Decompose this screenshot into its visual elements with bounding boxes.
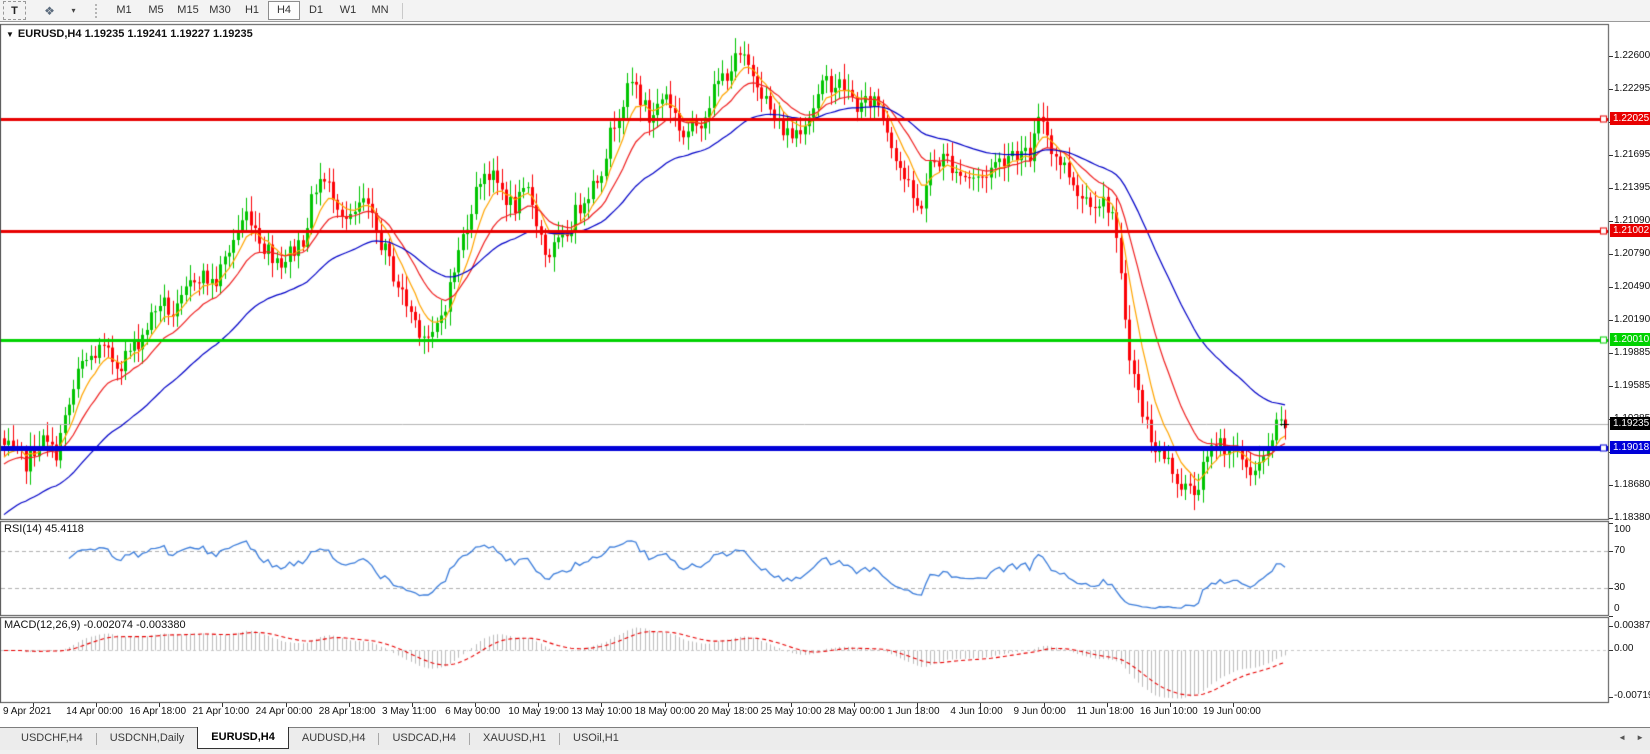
price-axis-label: 1.20190	[1614, 313, 1650, 325]
timeframe-button-m15[interactable]: M15	[177, 4, 199, 16]
chart-tab-usdcad[interactable]: USDCAD,H4	[392, 732, 457, 744]
main-toolbar: T ❖ ▾ M1 M5 M15 M30 H1 H4 D1 W1 MN	[0, 0, 1650, 22]
toolbar-grip[interactable]	[95, 3, 101, 18]
timeframe-button-h4[interactable]: H4	[268, 1, 300, 20]
chart-tab-xauusd[interactable]: XAUUSD,H1	[483, 732, 546, 744]
macd-axis-label: -0.00719	[1614, 690, 1650, 701]
macd-axis-label: 0.003873	[1614, 620, 1650, 631]
macd-axis-label: 0.00	[1614, 643, 1634, 654]
rsi-axis-label: 30	[1614, 581, 1626, 593]
tab-separator	[469, 733, 471, 745]
tab-separator	[95, 733, 97, 745]
timeframe-button-d1[interactable]: D1	[308, 4, 324, 16]
toolbar-separator	[402, 2, 403, 19]
chart-tab-usdchf[interactable]: USDCHF,H4	[21, 732, 83, 744]
chart-tab-eurusd[interactable]: EURUSD,H4	[197, 727, 289, 749]
text-tool-button[interactable]: T	[3, 1, 26, 20]
timeframe-button-h1[interactable]: H1	[244, 4, 260, 16]
chart-tab-bar: USDCHF,H4 USDCNH,Daily EURUSD,H4 AUDUSD,H4 U…	[0, 727, 1650, 750]
price-axis-label: 1.20790	[1614, 248, 1650, 260]
price-axis-label: 1.19585	[1614, 380, 1650, 392]
price-axis-label: 1.21695	[1614, 149, 1650, 161]
tab-separator	[378, 733, 380, 745]
tab-scroll-left-icon[interactable]: ◄	[1618, 733, 1627, 742]
timeframe-button-mn[interactable]: MN	[371, 4, 389, 16]
chart-tab-audusd[interactable]: AUDUSD,H4	[301, 732, 366, 744]
level-price-badge: 1.20010	[1610, 332, 1650, 346]
rsi-axis-label: 100	[1614, 524, 1631, 535]
price-axis-label: 1.21395	[1614, 181, 1650, 193]
price-axis-label: 1.19285	[1614, 412, 1650, 424]
chart-tab-usoil[interactable]: USOil,H1	[573, 732, 619, 744]
chart-tab-usdcnh[interactable]: USDCNH,Daily	[109, 732, 185, 744]
tab-scroll-right-icon[interactable]: ►	[1636, 733, 1644, 742]
tab-separator	[559, 733, 560, 745]
level-price-badge: 1.21002	[1610, 223, 1650, 237]
price-axis-label: 1.22600	[1614, 50, 1650, 61]
rsi-axis-label: 0	[1614, 603, 1620, 614]
tab-scroll-controls: ◄ ►	[1618, 733, 1644, 742]
timeframe-button-m5[interactable]: M5	[148, 4, 164, 16]
price-axis-label: 1.18680	[1614, 479, 1650, 491]
price-axis-label: 1.18380	[1614, 512, 1650, 523]
palette-icon[interactable]: ❖	[44, 3, 55, 18]
timeframe-button-group: M1 M5 M15 M30 H1 H4 D1 W1 MN	[108, 1, 396, 20]
price-axis-label: 1.21090	[1614, 215, 1650, 227]
timeframe-button-m1[interactable]: M1	[116, 4, 132, 16]
price-chart-canvas[interactable]	[0, 0, 1610, 712]
timeframe-button-w1[interactable]: W1	[339, 4, 357, 16]
palette-dropdown-icon[interactable]: ▾	[71, 6, 76, 15]
price-axis-label: 1.18985	[1614, 445, 1650, 457]
current-price-badge: 1.19235	[1610, 417, 1650, 431]
timeframe-button-m30[interactable]: M30	[209, 4, 231, 16]
price-axis-label: 1.21995	[1614, 116, 1650, 128]
status-strip	[0, 750, 1650, 754]
price-axis-label: 1.22295	[1614, 83, 1650, 95]
rsi-axis-label: 70	[1614, 544, 1626, 556]
level-price-badge: 1.19018	[1610, 441, 1650, 455]
price-axis-label: 1.20490	[1614, 281, 1650, 292]
price-axis-label: 1.19885	[1614, 347, 1650, 359]
level-price-badge: 1.22025	[1610, 111, 1650, 125]
